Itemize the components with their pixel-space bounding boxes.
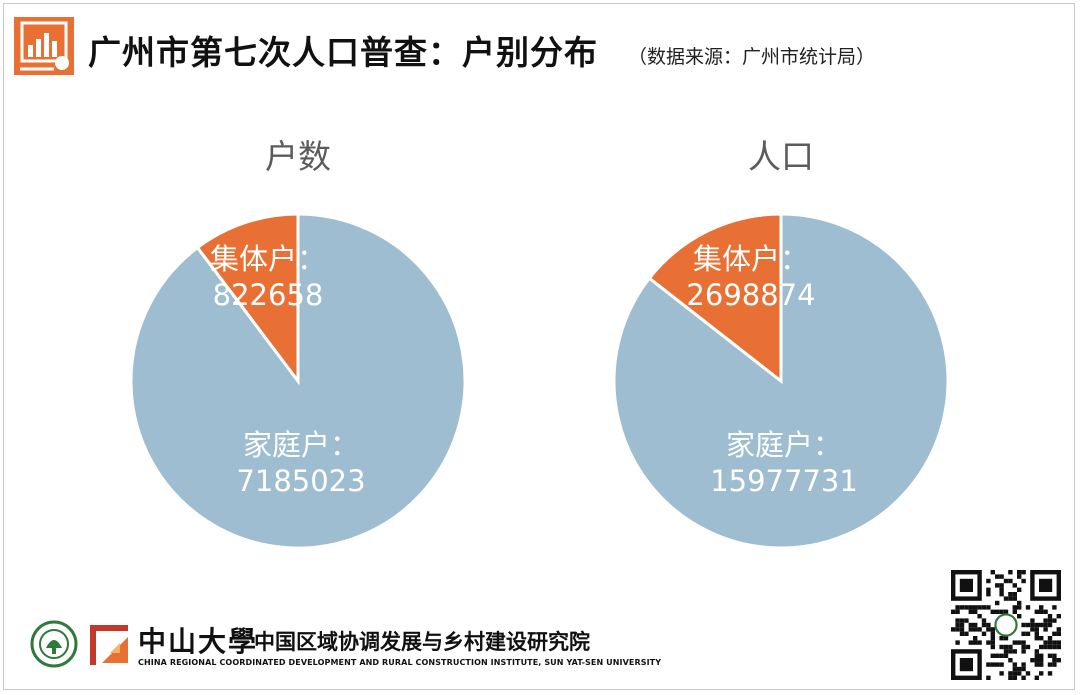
data-label-value: 15977731 xyxy=(710,464,858,498)
data-label-value: 2698874 xyxy=(686,278,815,312)
university-seal-icon xyxy=(30,620,78,668)
data-label-value: 822658 xyxy=(213,278,324,312)
data-label-value: 7185023 xyxy=(236,464,365,498)
chart-title: 户数 xyxy=(265,137,331,176)
pie-slice-集体户 xyxy=(195,212,300,386)
qr-code-icon xyxy=(951,570,1061,680)
page-title: 广州市第七次人口普查：户别分布 xyxy=(88,33,598,72)
institute-name-english: CHINA REGIONAL COORDINATED DEVELOPMENT A… xyxy=(138,658,662,667)
data-label-category: 家庭户： xyxy=(726,428,842,462)
university-name: 中山大學 xyxy=(138,625,259,658)
data-label-category: 集体户： xyxy=(693,242,809,276)
pie-charts: 户数家庭户：7185023集体户：822658人口家庭户：15977731集体户… xyxy=(129,137,950,550)
institute-name: 中国区域协调发展与乡村建设研究院 xyxy=(254,630,590,654)
data-source-note: （数据来源：广州市统计局） xyxy=(628,46,876,68)
institute-mark-icon xyxy=(90,625,128,665)
pie-slice-集体户 xyxy=(647,212,783,385)
bar-chart-icon xyxy=(14,17,74,75)
page-frame xyxy=(3,3,1075,690)
data-label-category: 家庭户： xyxy=(243,428,359,462)
data-label-category: 集体户： xyxy=(210,242,326,276)
chart-title: 人口 xyxy=(748,137,814,176)
